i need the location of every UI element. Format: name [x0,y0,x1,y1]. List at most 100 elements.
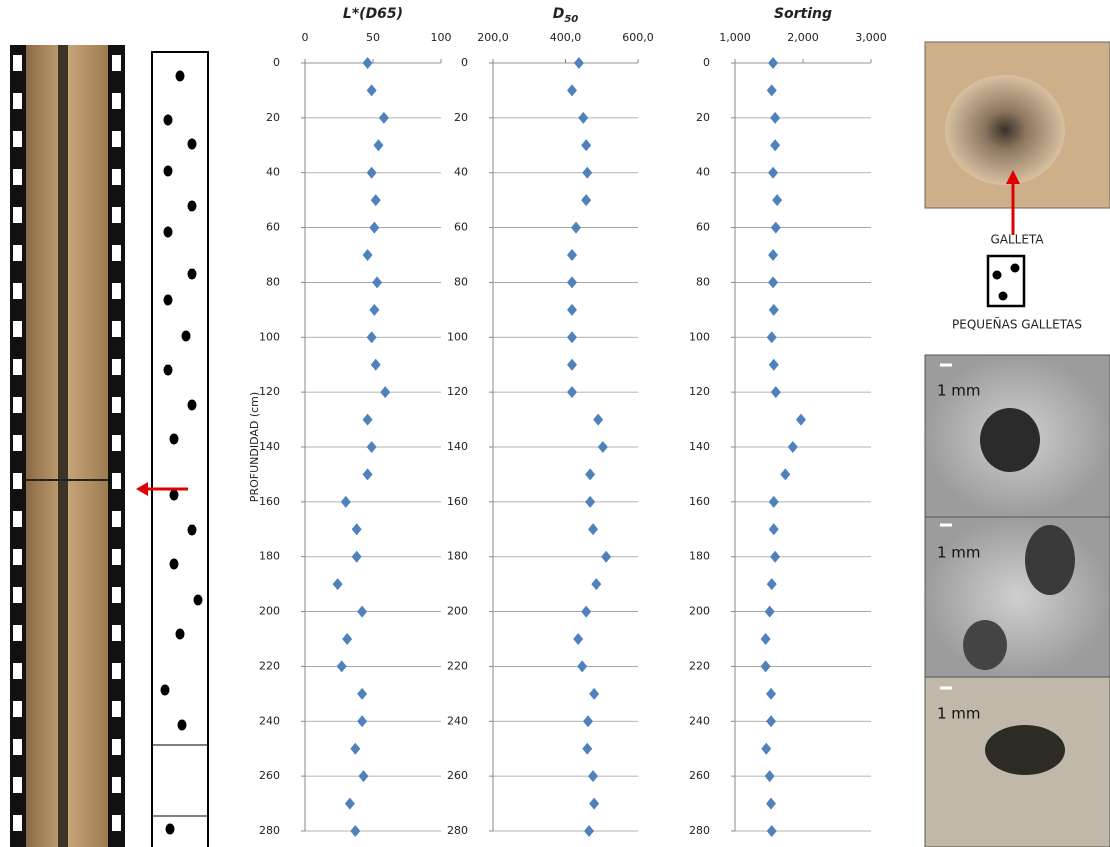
film-hole [13,397,22,413]
data-point [567,276,578,289]
x-tick-label: 200,0 [477,31,509,44]
y-tick-label: 20 [454,111,468,124]
data-point [764,770,775,783]
film-hole [13,321,22,337]
y-tick-label: 280 [447,824,468,837]
data-point [373,139,384,152]
film-hole [112,397,121,413]
data-point [581,139,592,152]
data-point [589,797,600,810]
x-tick-label: 3,000 [855,31,887,44]
data-point [760,633,771,645]
data-point [582,715,593,728]
data-point [768,276,779,289]
y-tick-label: 20 [696,111,710,124]
y-tick-label: 240 [447,714,468,727]
y-tick-label: 220 [259,659,280,672]
film-hole [13,473,22,489]
data-point [369,303,380,316]
film-hole [112,245,121,261]
data-point [344,797,355,810]
y-tick-label: 140 [447,440,468,453]
data-point [350,742,361,755]
film-hole [112,93,121,109]
data-point [567,249,578,261]
film-hole [13,169,22,185]
data-point [366,84,377,97]
sand-photo: GALLETA PEQUEÑAS GALLETAS [924,41,1110,332]
x-tick-label: 400,0 [550,31,582,44]
y-tick-label: 160 [689,495,710,508]
y-tick-label: 140 [689,440,710,453]
core-photo [10,45,125,847]
data-point [766,331,777,344]
y-tick-label: 280 [689,824,710,837]
data-point [340,495,351,508]
y-tick-label: 220 [689,659,710,672]
film-hole [112,435,121,451]
y-tick-label: 260 [259,769,280,782]
y-axis-label: PROFUNDIDAD (cm) [248,392,261,502]
data-point [772,194,783,207]
data-point [766,578,777,591]
y-tick-label: 240 [689,714,710,727]
y-tick-label: 200 [689,605,710,618]
dot-log [151,51,209,847]
data-point [357,687,368,700]
data-point [567,331,578,344]
data-point [768,358,779,371]
data-point [342,633,353,645]
y-tick-label: 200 [259,605,280,618]
data-point [770,139,781,152]
film-hole [13,549,22,565]
y-tick-label: 120 [447,385,468,398]
y-tick-label: 40 [696,166,710,179]
data-point [597,441,608,453]
data-point [760,660,771,673]
data-point [573,57,584,69]
y-tick-label: 60 [696,221,710,234]
data-point [770,221,781,234]
film-hole [112,283,121,299]
data-point [571,221,582,234]
data-point [567,386,578,399]
film-hole [112,701,121,717]
x-tick-label: 50 [366,31,380,44]
y-tick-label: 120 [259,385,280,398]
data-point [358,770,369,783]
y-tick-label: 80 [696,275,710,288]
data-point [366,166,377,179]
chart-title-subscript: 50 [564,14,578,25]
data-point [582,166,593,179]
data-point [768,249,779,261]
data-point [362,413,373,426]
data-point [372,276,383,289]
film-hole [13,663,22,679]
data-point [780,468,791,481]
y-tick-label: 100 [259,330,280,343]
data-point [585,495,596,508]
film-hole [112,55,121,71]
y-tick-label: 180 [447,550,468,563]
data-point [582,742,593,755]
micro-photos: 1 mm 1 mm 1 mm [924,354,1110,847]
film-hole [13,131,22,147]
scale-label: 1 mm [937,382,981,400]
data-point [787,441,798,453]
data-point [770,386,781,399]
film-hole [112,511,121,527]
film-hole [112,169,121,185]
film-hole [112,739,121,755]
data-point [585,468,596,481]
y-tick-label: 200 [447,605,468,618]
film-hole [13,359,22,375]
data-point [764,605,775,618]
film-hole [13,55,22,71]
data-point [351,523,362,536]
film-hole [13,815,22,831]
scale-label: 1 mm [937,705,981,723]
y-tick-label: 160 [259,495,280,508]
data-point [357,605,368,618]
data-point [584,825,595,837]
galleta-label: GALLETA [990,233,1044,247]
